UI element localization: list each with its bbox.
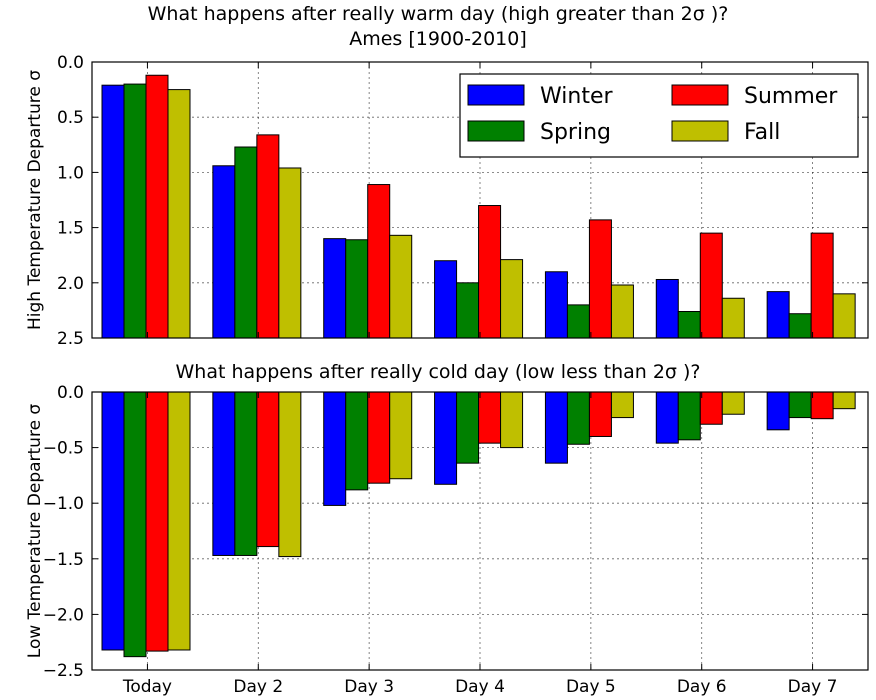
bottom-bar-winter-0	[101, 391, 125, 651]
top-bar-spring-5	[677, 311, 701, 339]
legend-swatch-spring	[467, 120, 525, 142]
bottom-bar-summer-2	[367, 391, 391, 484]
top-ytick-label: 2.0	[57, 274, 84, 294]
legend-swatch-summer	[671, 84, 729, 106]
bottom-bar-fall-2	[389, 391, 413, 480]
xtick-label: Today	[122, 677, 172, 697]
top-bar-fall-2	[389, 234, 413, 339]
bottom-chart-title: What happens after really cold day (low …	[175, 361, 701, 383]
bottom-bar-summer-5	[699, 391, 723, 425]
top-ylabel: High Temperature Departure σ	[25, 70, 45, 330]
xtick-label: Day 5	[566, 677, 616, 697]
top-ytick-label: 2.5	[57, 329, 84, 349]
bottom-bar-summer-0	[145, 391, 169, 652]
top-ytick-label: 1.5	[57, 219, 84, 239]
bottom-ytick-label: −0.5	[43, 439, 84, 459]
top-bar-fall-5	[721, 297, 745, 339]
bottom-bar-winter-1	[212, 391, 236, 556]
top-bar-fall-1	[278, 167, 302, 339]
xtick-label: Day 6	[677, 677, 727, 697]
top-bar-winter-3	[434, 260, 458, 339]
top-bar-spring-1	[234, 146, 258, 339]
top-bar-summer-0	[145, 74, 169, 339]
bottom-bar-spring-2	[345, 391, 369, 491]
top-bar-summer-4	[588, 219, 612, 339]
top-bar-winter-4	[544, 271, 568, 339]
bottom-bar-fall-6	[832, 391, 856, 410]
top-bar-summer-1	[256, 134, 280, 339]
top-bar-winter-2	[323, 238, 347, 339]
top-bar-fall-6	[832, 293, 856, 339]
top-bar-fall-3	[500, 259, 524, 339]
bottom-bar-spring-0	[123, 391, 147, 658]
top-bar-winter-5	[655, 278, 679, 339]
top-ytick-label: 1.0	[57, 163, 84, 183]
top-bar-spring-3	[456, 282, 480, 339]
bottom-bar-summer-1	[256, 391, 280, 548]
xtick-label: Day 2	[233, 677, 283, 697]
top-bar-spring-0	[123, 83, 147, 339]
bottom-bar-summer-3	[478, 391, 502, 444]
legend-swatch-fall	[671, 120, 729, 142]
top-chart-title: What happens after really warm day (high…	[147, 3, 729, 25]
bottom-bar-fall-3	[500, 391, 524, 449]
bottom-bar-fall-5	[721, 391, 745, 415]
bottom-bar-spring-3	[456, 391, 480, 464]
bottom-bar-winter-6	[766, 391, 790, 431]
top-bar-summer-6	[810, 232, 834, 339]
top-bar-summer-2	[367, 184, 391, 339]
top-chart-subtitle: Ames [1900-2010]	[349, 28, 527, 50]
bottom-bar-winter-5	[655, 391, 679, 444]
top-bar-winter-6	[766, 291, 790, 339]
top-bar-summer-5	[699, 232, 723, 339]
bottom-ytick-label: 0.0	[57, 383, 84, 403]
bottom-bar-spring-4	[566, 391, 590, 445]
legend-label-summer: Summer	[744, 84, 838, 109]
bottom-ytick-label: −1.0	[43, 494, 84, 514]
bottom-bar-winter-2	[323, 391, 347, 506]
top-bar-winter-0	[101, 84, 125, 339]
top-ytick-label: 0.5	[57, 108, 84, 128]
bottom-bar-fall-1	[278, 391, 302, 558]
top-bar-fall-0	[167, 89, 191, 339]
xtick-label: Day 7	[788, 677, 838, 697]
bottom-bar-spring-5	[677, 391, 701, 441]
xtick-label: Day 4	[455, 677, 505, 697]
bottom-ylabel: Low Temperature Departure σ	[25, 404, 45, 659]
bottom-bar-summer-6	[810, 391, 834, 420]
top-ytick-label: 0.0	[57, 53, 84, 73]
bottom-ytick-label: −2.0	[43, 605, 84, 625]
bottom-bar-spring-1	[234, 391, 258, 556]
top-bar-summer-3	[478, 205, 502, 339]
legend-swatch-winter	[467, 84, 525, 106]
bottom-bar-winter-3	[434, 391, 458, 485]
bottom-bar-fall-4	[610, 391, 634, 419]
top-bar-spring-6	[788, 313, 812, 339]
top-bar-spring-4	[566, 304, 590, 339]
legend-label-spring: Spring	[540, 120, 611, 145]
bottom-bar-fall-0	[167, 391, 191, 651]
bottom-ytick-label: −2.5	[43, 661, 84, 681]
bottom-ytick-label: −1.5	[43, 550, 84, 570]
top-bar-fall-4	[610, 284, 634, 339]
xtick-label: Day 3	[344, 677, 394, 697]
top-bar-spring-2	[345, 239, 369, 339]
bottom-bar-spring-6	[788, 391, 812, 419]
bottom-bar-summer-4	[588, 391, 612, 437]
top-bar-winter-1	[212, 165, 236, 339]
bottom-bar-winter-4	[544, 391, 568, 464]
legend-label-fall: Fall	[744, 120, 780, 145]
legend-label-winter: Winter	[540, 84, 613, 109]
legend-box	[459, 73, 859, 158]
